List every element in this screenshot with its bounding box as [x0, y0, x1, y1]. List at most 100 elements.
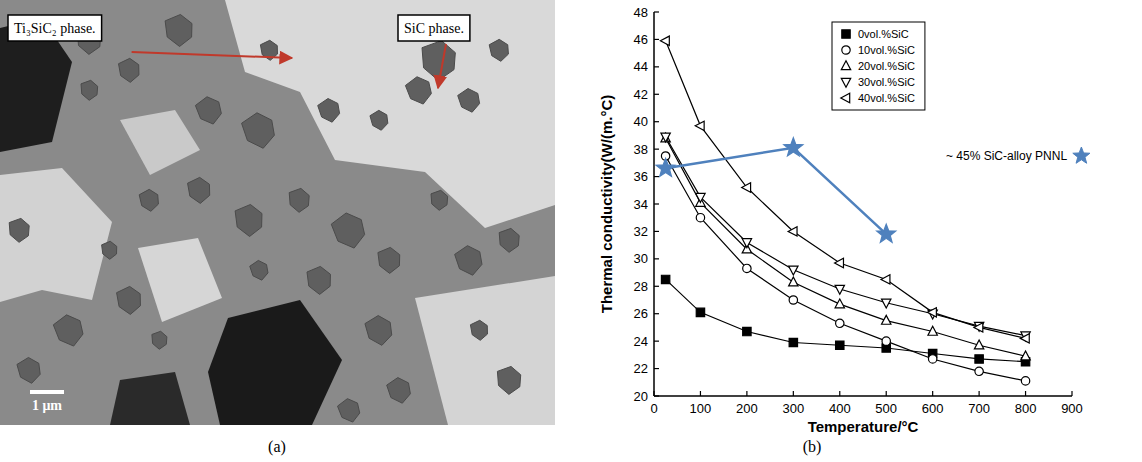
sic-grain — [119, 58, 139, 82]
series-marker — [927, 308, 936, 317]
x-tick-label: 900 — [1061, 401, 1083, 416]
y-tick — [654, 11, 659, 12]
sic-grain — [250, 260, 268, 280]
x-tick — [1025, 391, 1026, 396]
series-marker — [882, 299, 891, 308]
series-marker — [1021, 377, 1029, 385]
y-tick-label: 34 — [634, 197, 648, 212]
phase-label: SiC phase. — [404, 21, 464, 36]
y-tick — [654, 231, 659, 232]
series-marker — [1021, 351, 1030, 360]
series-marker — [789, 338, 797, 346]
x-tick-label: 600 — [922, 401, 944, 416]
series-marker — [881, 275, 890, 284]
scale-bar-label: 1 μm — [32, 398, 62, 413]
arrow — [132, 52, 292, 58]
sic-grain — [365, 316, 392, 346]
series-marker — [836, 341, 844, 349]
legend-box — [832, 22, 925, 110]
x-tick — [700, 391, 701, 396]
y-tick — [654, 368, 659, 369]
series-marker — [661, 133, 670, 142]
series-line — [666, 156, 1026, 381]
series-marker — [696, 214, 704, 222]
legend-label: 10vol.%SiC — [858, 44, 915, 56]
legend-marker — [842, 30, 850, 38]
legend: 0vol.%SiC10vol.%SiC20vol.%SiC30vol.%SiC4… — [832, 22, 925, 110]
series-marker — [882, 337, 890, 345]
pore — [110, 372, 190, 425]
series-marker — [661, 133, 670, 142]
series-marker — [743, 264, 751, 272]
series-marker — [835, 285, 844, 294]
y-tick — [654, 176, 659, 177]
series-marker — [742, 239, 751, 248]
series-marker — [788, 227, 797, 236]
series-marker — [789, 266, 798, 275]
sic-grain — [195, 97, 221, 124]
y-tick-label: 20 — [634, 389, 648, 404]
annotation-label: ~ 45% SiC-alloy PNNL — [946, 149, 1067, 163]
sic-grain — [431, 190, 448, 210]
sic-grain — [53, 315, 83, 346]
sic-grain — [387, 378, 411, 404]
sic-grain — [152, 331, 167, 349]
x-tick-label: 400 — [829, 401, 851, 416]
sic-grain — [458, 89, 480, 113]
y-tick-label: 28 — [634, 279, 648, 294]
x-tick — [793, 391, 794, 396]
sic-grain — [455, 246, 482, 276]
series-marker — [928, 326, 937, 335]
label-box — [8, 15, 102, 41]
ti3sic2-region — [415, 276, 555, 425]
series-marker — [835, 258, 844, 267]
y-tick-label: 36 — [634, 169, 648, 184]
x-tick — [746, 391, 747, 396]
panel-caption: (a) — [268, 438, 286, 456]
series-marker — [975, 367, 983, 375]
series-marker — [974, 322, 983, 331]
x-axis-title: Temperature/°C — [808, 418, 919, 435]
y-axis-title: Thermal conductivity(W/(m.°C) — [598, 95, 615, 314]
y-tick — [654, 341, 659, 342]
y-tick — [654, 66, 659, 67]
y-tick-label: 40 — [634, 114, 648, 129]
legend-label: 0vol.%SiC — [858, 28, 909, 40]
series-line — [666, 41, 1026, 339]
arrow — [438, 44, 446, 88]
sic-grain — [489, 39, 508, 61]
y-tick-label: 32 — [634, 224, 648, 239]
sic-grain — [370, 110, 388, 130]
sic-grain — [81, 80, 98, 100]
x-tick — [1071, 391, 1072, 396]
sic-grain — [289, 188, 309, 212]
x-tick — [979, 391, 980, 396]
y-tick — [654, 395, 659, 396]
x-tick-label: 800 — [1015, 401, 1037, 416]
panel-caption: (b) — [803, 438, 822, 456]
series-marker — [695, 121, 704, 130]
y-tick-label: 48 — [634, 5, 648, 20]
series-marker — [743, 327, 751, 335]
x-axis — [654, 395, 1072, 397]
series-marker — [789, 277, 798, 286]
sic-grain — [331, 213, 364, 248]
ti3sic2-region — [0, 168, 112, 302]
y-tick-label: 22 — [634, 361, 648, 376]
annotation-marker — [656, 158, 675, 176]
series-marker — [882, 315, 891, 324]
series-marker — [928, 355, 936, 363]
phase-label: Ti₃SiC₂ phase. — [14, 21, 96, 36]
y-tick-label: 46 — [634, 32, 648, 47]
y-tick — [654, 203, 659, 204]
y-tick — [654, 313, 659, 314]
ti3sic2-region — [138, 238, 222, 322]
legend-marker — [842, 46, 850, 54]
y-tick — [654, 258, 659, 259]
series-marker — [974, 340, 983, 349]
y-tick — [654, 286, 659, 287]
ti3sic2-region — [120, 110, 200, 175]
series-marker — [696, 193, 705, 202]
sic-grain — [235, 204, 262, 236]
sic-grain — [470, 320, 487, 340]
